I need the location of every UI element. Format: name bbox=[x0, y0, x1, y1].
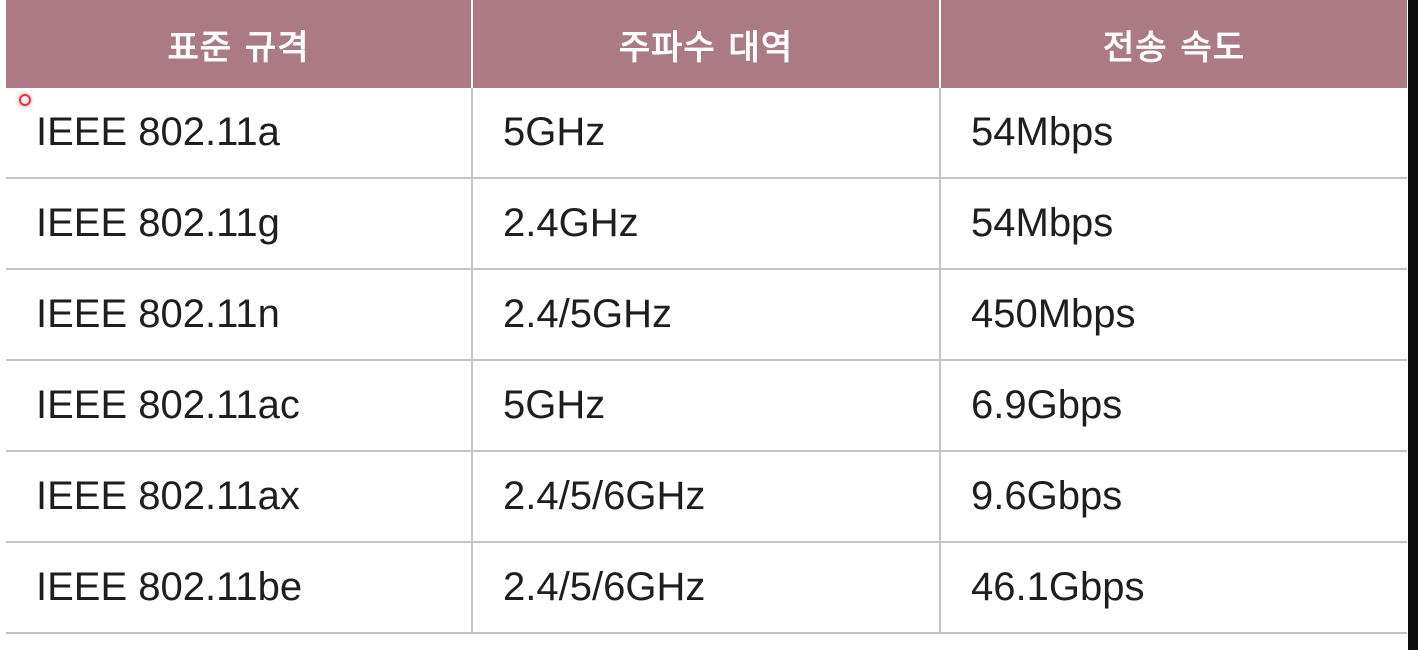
table-row: IEEE 802.11ac 5GHz 6.9Gbps bbox=[6, 360, 1407, 452]
speed-cell: 6.9Gbps bbox=[939, 360, 1407, 452]
standard-cell: IEEE 802.11n bbox=[6, 269, 472, 361]
standard-cell: IEEE 802.11ac bbox=[6, 360, 472, 452]
table-row: IEEE 802.11ax 2.4/5/6GHz 9.6Gbps bbox=[6, 451, 1407, 543]
table-row: IEEE 802.11n 2.4/5GHz 450Mbps bbox=[6, 269, 1407, 361]
standard-cell: IEEE 802.11a bbox=[6, 88, 472, 179]
frequency-cell: 5GHz bbox=[471, 360, 940, 452]
frequency-cell: 2.4GHz bbox=[471, 178, 940, 270]
frequency-cell: 5GHz bbox=[471, 88, 940, 179]
speed-cell: 54Mbps bbox=[939, 178, 1407, 270]
table-row: IEEE 802.11g 2.4GHz 54Mbps bbox=[6, 178, 1407, 270]
header-standard: 표준 규격 bbox=[6, 0, 473, 88]
frequency-cell: 2.4/5/6GHz bbox=[471, 542, 940, 634]
speed-cell: 9.6Gbps bbox=[939, 451, 1407, 543]
speed-cell: 46.1Gbps bbox=[939, 542, 1407, 634]
frequency-cell: 2.4/5GHz bbox=[471, 269, 940, 361]
table-header-row: 표준 규격 주파수 대역 전송 속도 bbox=[6, 0, 1407, 88]
standard-cell: IEEE 802.11ax bbox=[6, 451, 472, 543]
frequency-cell: 2.4/5/6GHz bbox=[471, 451, 940, 543]
standard-cell: IEEE 802.11g bbox=[6, 178, 472, 270]
cursor-marker-icon bbox=[19, 94, 31, 106]
wifi-standards-table: 표준 규격 주파수 대역 전송 속도 IEEE 802.11a 5GHz 54M… bbox=[6, 0, 1407, 634]
window-edge bbox=[1408, 0, 1418, 650]
speed-cell: 450Mbps bbox=[939, 269, 1407, 361]
table-row: IEEE 802.11a 5GHz 54Mbps bbox=[6, 88, 1407, 179]
header-frequency-band: 주파수 대역 bbox=[471, 0, 941, 88]
table-row: IEEE 802.11be 2.4/5/6GHz 46.1Gbps bbox=[6, 542, 1407, 634]
standard-cell: IEEE 802.11be bbox=[6, 542, 472, 634]
speed-cell: 54Mbps bbox=[939, 88, 1407, 179]
header-transfer-speed: 전송 속도 bbox=[939, 0, 1407, 88]
